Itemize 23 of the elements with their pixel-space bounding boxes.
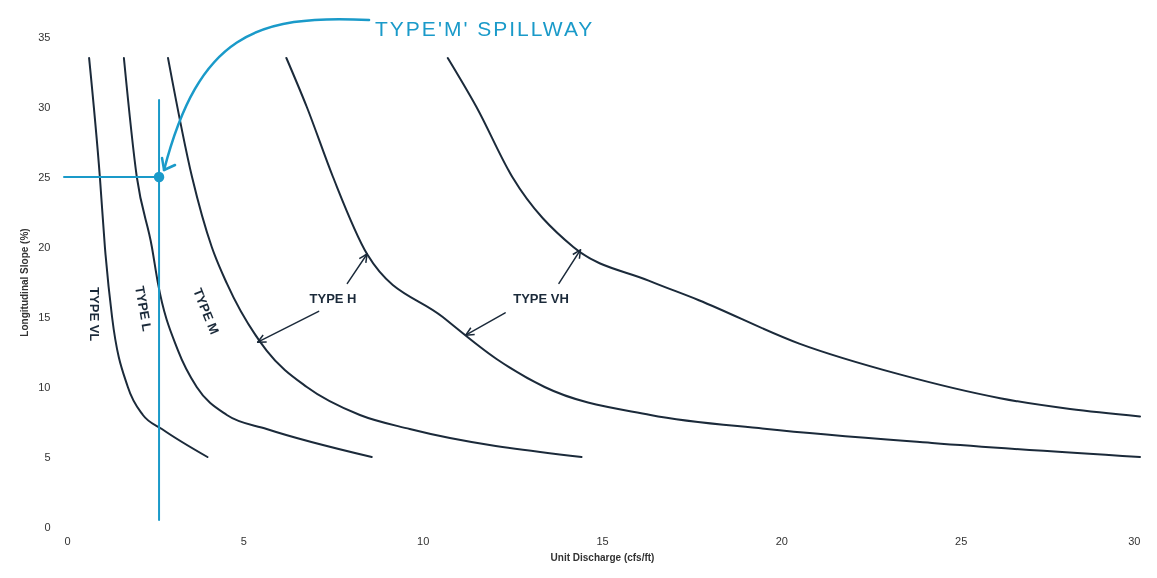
y-tick-label: 35 (38, 30, 51, 43)
y-tick-label: 15 (38, 310, 51, 323)
text: TYPE M (190, 285, 223, 337)
x-tick-label: 0 (64, 534, 71, 547)
x-tick-label: 15 (596, 534, 609, 547)
y-axis-title: Longitudinal Slope (%) (19, 228, 31, 337)
text: TYPE VH (513, 290, 569, 306)
legend-label: TYPE H (309, 290, 357, 306)
annotation: TYPE'M' SPILLWAY (375, 17, 595, 40)
text: TYPE VL (87, 287, 103, 342)
y-tick-label: 10 (38, 380, 51, 393)
x-axis-title: Unit Discharge (cfs/ft) (550, 551, 655, 563)
x-tick-label: 25 (955, 534, 968, 547)
y-tick-label: 0 (44, 520, 51, 533)
x-tick-label: 5 (240, 534, 247, 547)
y-tick-label: 25 (38, 170, 51, 183)
x-tick-label: 20 (775, 534, 788, 547)
y-tick-label: 5 (44, 450, 51, 463)
x-tick-label: 30 (1128, 534, 1141, 547)
y-tick-label: 20 (38, 240, 51, 253)
x-tick-label: 10 (417, 534, 430, 547)
y-tick-label: 30 (38, 100, 51, 113)
text: TYPE L (132, 284, 155, 333)
